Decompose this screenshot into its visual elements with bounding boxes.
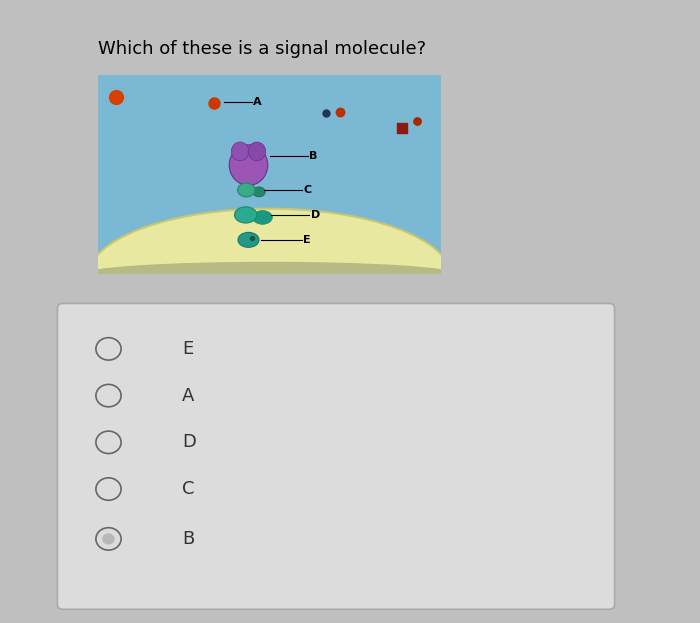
Text: E: E (182, 340, 193, 358)
Text: C: C (304, 185, 312, 195)
Bar (0, 0, 98, 623)
Ellipse shape (234, 207, 257, 223)
Ellipse shape (88, 209, 452, 346)
Ellipse shape (253, 211, 272, 224)
Text: A: A (182, 387, 195, 404)
Bar (98, 75, 441, 274)
Text: D: D (182, 434, 196, 451)
Text: B: B (182, 530, 195, 548)
Text: A: A (253, 97, 262, 107)
Point (110, 92, 121, 102)
Point (208, 98, 219, 108)
Point (397, 123, 408, 133)
Point (246, 233, 258, 243)
Ellipse shape (237, 183, 255, 197)
Ellipse shape (230, 145, 267, 186)
Point (334, 107, 345, 117)
Bar (98, 274, 441, 308)
Ellipse shape (238, 232, 259, 247)
Text: C: C (182, 480, 195, 498)
Text: D: D (311, 210, 320, 220)
Text: E: E (303, 235, 311, 245)
Ellipse shape (83, 262, 456, 287)
Ellipse shape (248, 142, 265, 161)
Bar (441, 0, 700, 623)
Text: Which of these is a signal molecule?: Which of these is a signal molecule? (98, 40, 426, 59)
Point (411, 117, 422, 126)
Point (320, 108, 331, 118)
Text: B: B (309, 151, 318, 161)
Circle shape (102, 533, 115, 545)
Ellipse shape (231, 142, 248, 161)
Text: Which of these is a signal molecule?: Which of these is a signal molecule? (98, 40, 426, 59)
FancyBboxPatch shape (57, 303, 615, 609)
Bar (0, 0, 700, 75)
Ellipse shape (253, 187, 265, 197)
